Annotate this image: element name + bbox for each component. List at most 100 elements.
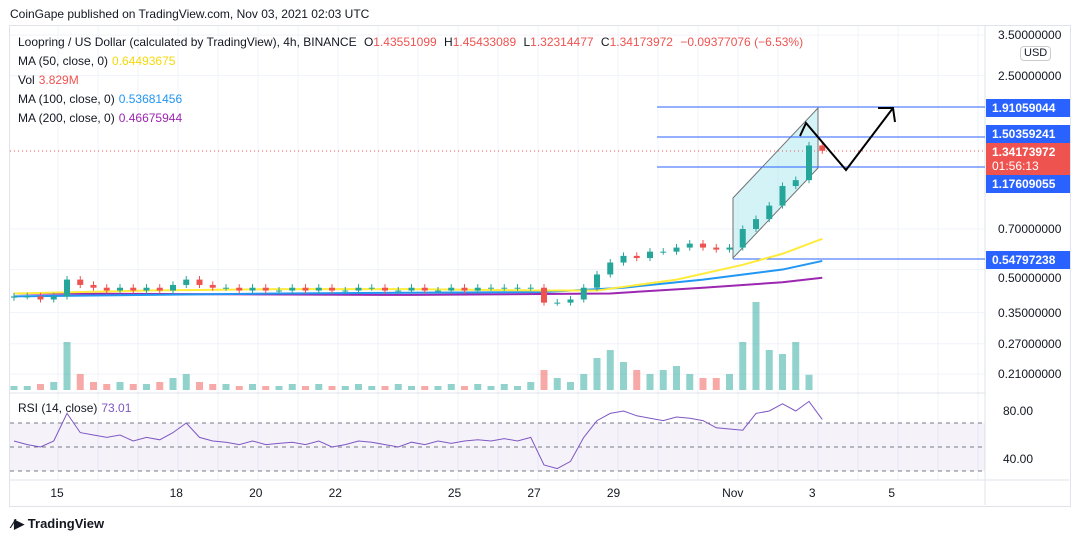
volume-bar	[421, 386, 429, 390]
volume-bar	[606, 350, 614, 390]
volume-bar	[156, 382, 164, 390]
volume-bar	[381, 386, 389, 390]
volume-bar	[699, 378, 707, 390]
volume-bar	[593, 358, 601, 390]
x-tick-label: Nov	[722, 486, 744, 500]
volume-bar	[712, 378, 720, 390]
y-tick-label: 0.50000000	[998, 271, 1062, 285]
x-tick-label: 18	[169, 486, 183, 500]
volume-bar	[10, 386, 18, 390]
volume-bar	[288, 384, 296, 390]
volume-bar	[514, 386, 521, 390]
volume-bar	[779, 354, 786, 390]
ma50-legend[interactable]: MA (50, close, 0) 0.64493675	[18, 54, 179, 68]
candle-body	[37, 296, 44, 300]
high-value: 1.45433089	[452, 35, 517, 49]
publisher-note: CoinGape published on TradingView.com, N…	[10, 7, 370, 21]
candle-body	[170, 284, 176, 291]
x-tick-label: 29	[606, 486, 621, 500]
candle-body	[382, 287, 388, 291]
rsi-legend[interactable]: RSI (14, close) 73.01	[18, 401, 135, 415]
volume-bar	[447, 384, 455, 390]
ma50-label: MA (50, close, 0)	[18, 54, 109, 68]
y-tick-label: 0.27000000	[998, 336, 1062, 351]
candle-body	[24, 296, 31, 298]
candle-body	[276, 290, 282, 292]
volume-bar	[222, 384, 230, 390]
candle-body	[342, 290, 349, 292]
ma200-label: MA (200, close, 0)	[18, 111, 115, 125]
candle-body	[448, 287, 455, 291]
volume-bar	[196, 382, 203, 390]
volume-bar	[408, 386, 415, 390]
ma200-legend[interactable]: MA (200, close, 0) 0.46675944	[18, 111, 186, 125]
volume-bar	[341, 386, 349, 390]
candle-body	[806, 145, 812, 181]
ma200-value: 0.46675944	[118, 111, 183, 125]
candle-body	[315, 287, 322, 291]
candle-body	[792, 180, 799, 187]
ma100-legend[interactable]: MA (100, close, 0) 0.53681456	[18, 92, 186, 106]
level-label-2: 1.50359241	[986, 125, 1070, 143]
volume-bar	[262, 386, 270, 390]
volume-bar	[434, 386, 442, 390]
volume-bar	[686, 374, 694, 390]
candle-body	[739, 229, 746, 248]
low-value: 1.32314477	[530, 35, 594, 49]
current-price-label: 1.34173972 01:56:13	[986, 143, 1070, 175]
candle-body	[262, 287, 269, 291]
candle-body	[117, 287, 123, 291]
candle-body	[686, 243, 693, 248]
vol-label: Vol	[18, 73, 35, 87]
bar-countdown: 01:56:13	[992, 159, 1039, 173]
volume-bar	[76, 374, 84, 390]
tradingview-logo[interactable]: ⁄▶ TradingView	[12, 516, 105, 531]
candle-body	[753, 219, 759, 229]
candle-body	[329, 287, 335, 291]
volume-bar	[805, 374, 813, 390]
y-tick-label: 0.70000000	[998, 222, 1062, 236]
candle-body	[196, 279, 203, 285]
volume-bar	[394, 384, 402, 390]
ma100-value: 0.53681456	[118, 92, 183, 106]
rsi-tick-label: 40.00	[1003, 452, 1034, 466]
volume-bar	[368, 386, 376, 390]
rsi-label: RSI (14, close)	[18, 401, 98, 415]
candle-body	[156, 287, 163, 291]
volume-bar	[553, 378, 561, 390]
candle-body	[395, 290, 402, 292]
volume-bar	[726, 374, 733, 390]
candle-body	[103, 287, 110, 291]
y-tick-label: 3.50000000	[998, 28, 1062, 43]
open-label: O	[363, 35, 374, 49]
currency-button[interactable]: USD	[1020, 46, 1052, 61]
arrow-head-icon	[878, 107, 896, 123]
candle-body	[368, 287, 375, 289]
y-tick-label: 0.21000000	[998, 367, 1062, 382]
candle-body	[236, 287, 243, 291]
volume-bar	[315, 384, 323, 390]
volume-bar	[633, 370, 641, 390]
rsi-line	[13, 400, 823, 470]
volume-bar	[50, 382, 58, 390]
volume-bar	[620, 362, 627, 390]
candle-body	[541, 287, 547, 303]
volume-bar	[461, 386, 468, 390]
candle-body	[527, 287, 534, 289]
candle-body	[501, 287, 508, 289]
volume-bar	[90, 382, 97, 390]
vol-legend[interactable]: Vol 3.829M	[18, 73, 83, 87]
volume-bar	[37, 384, 44, 390]
candle-body	[143, 287, 150, 291]
low-label: L	[523, 35, 531, 49]
candle-body	[435, 290, 441, 292]
candle-body	[249, 287, 256, 291]
symbol-legend: Loopring / US Dollar (calculated by Trad…	[18, 35, 807, 49]
candle-body	[633, 255, 640, 259]
candle-body	[90, 284, 97, 288]
candle-body	[130, 287, 137, 291]
candle-body	[461, 287, 468, 291]
ma50-value: 0.64493675	[112, 54, 176, 68]
candle-body	[660, 251, 667, 253]
